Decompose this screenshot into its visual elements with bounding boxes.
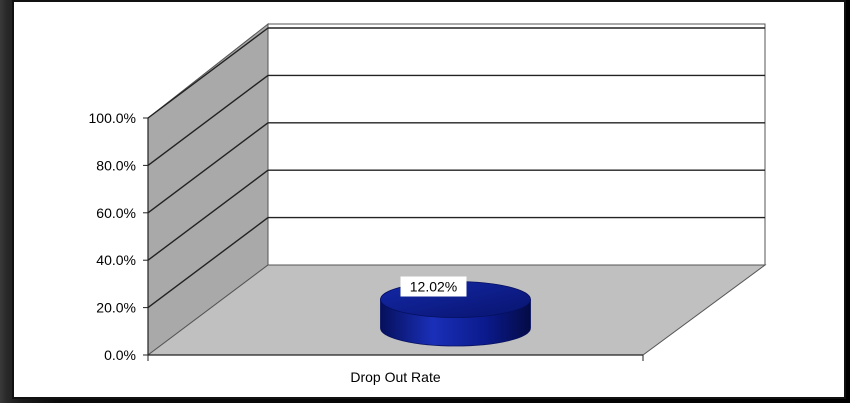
y-tick-label: 20.0% [96,300,136,316]
y-tick-label: 60.0% [96,205,136,221]
y-tick-label: 40.0% [96,252,136,268]
data-label: 12.02% [410,279,457,295]
gridline-side [147,169,269,261]
y-tick-label: 100.0% [89,110,136,126]
gridline-side [147,122,269,214]
gridlines [147,27,765,309]
data-labels: 12.02% [400,276,467,297]
gridline-side [147,74,269,166]
back-wall [267,23,766,266]
y-tick-label: 0.0% [104,347,136,363]
y-axis-ticks: 0.0% 20.0% 40.0% 60.0% 80.0% 100.0% [89,110,644,363]
data-label-bg [400,276,467,297]
category-label: Drop Out Rate [350,369,440,385]
category-labels: Drop Out Rate [350,369,440,385]
y-tick-label: 80.0% [96,157,136,173]
gridline-side [147,27,269,119]
gridline-side [147,217,269,309]
